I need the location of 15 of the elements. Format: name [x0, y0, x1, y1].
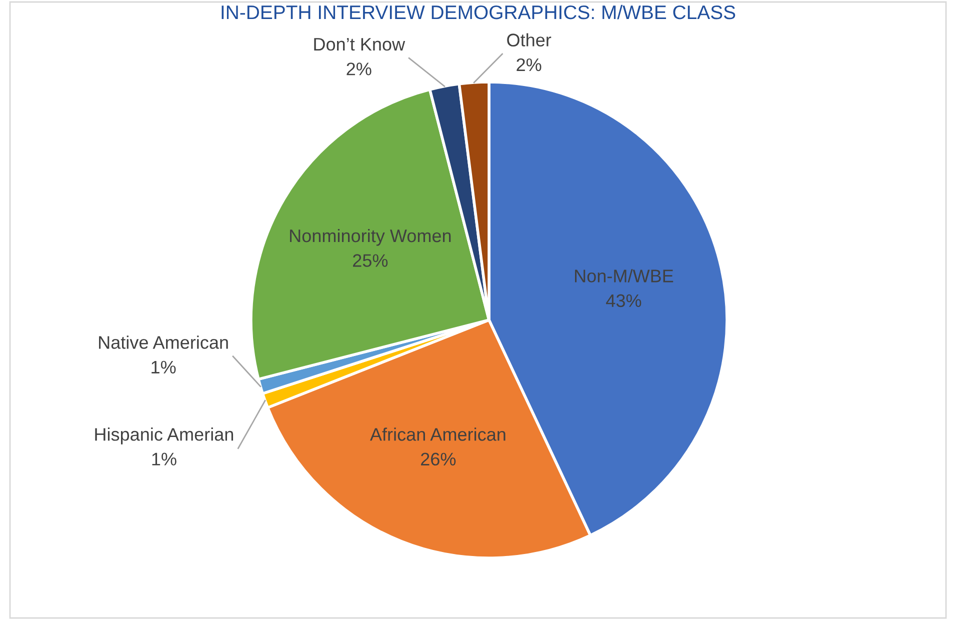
data-label: 1%: [152, 360, 176, 374]
slice-label: Non-M/WBE: [575, 269, 674, 282]
data-label: 25%: [353, 254, 388, 267]
chart-title: IN-DEPTH INTERVIEW DEMOGRAPHICS: M/WBE CLASS: [222, 4, 736, 20]
slice-label: Other: [507, 33, 552, 46]
slice-label: Nonminority Women: [290, 228, 451, 246]
data-label: 1%: [152, 452, 176, 466]
slice-label: Don’t Know: [314, 38, 406, 51]
data-label: 2%: [346, 62, 372, 76]
data-label: 2%: [516, 58, 542, 72]
data-label: 43%: [606, 294, 642, 308]
data-label: 26%: [421, 452, 456, 466]
slice-label: Hispanic Amerian: [95, 428, 234, 444]
slice-label: African American: [370, 428, 506, 441]
slice-label: Native American: [99, 336, 228, 349]
